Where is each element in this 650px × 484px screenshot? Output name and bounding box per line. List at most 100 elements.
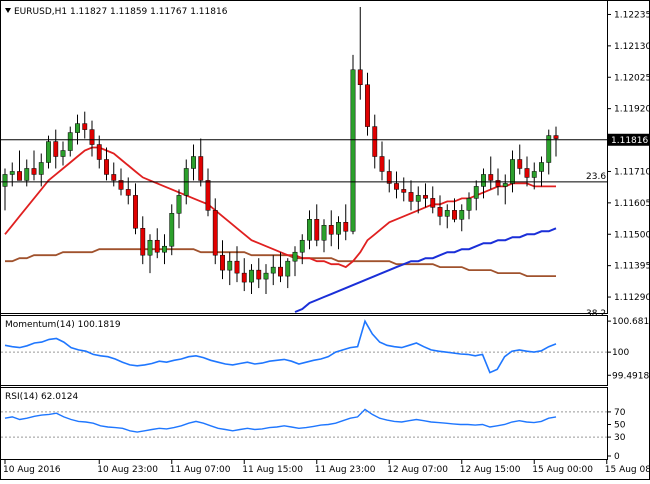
rsi-tick-label: 50 [614, 421, 626, 431]
momentum-tick-label: 100 [612, 348, 629, 358]
candle-body [112, 174, 116, 180]
price-tick-label: 1.11920 [614, 105, 650, 115]
candle-body [322, 225, 326, 240]
candle-body [293, 252, 297, 261]
candle-body [278, 267, 282, 276]
candle-body [242, 273, 246, 282]
candle-body [10, 171, 14, 174]
candle-body [141, 228, 145, 255]
candle-body [336, 222, 340, 234]
price-tick-label: 1.12130 [614, 42, 650, 52]
candle-body [46, 142, 50, 163]
momentum-title: Momentum(14) 100.1819 [5, 320, 121, 330]
candle-body [148, 240, 152, 255]
candle-body [32, 168, 36, 174]
candle-body [68, 133, 72, 151]
candle-body [554, 136, 558, 139]
time-tick-label: 10 Aug 23:00 [97, 465, 158, 475]
candle-body [394, 183, 398, 189]
candle-body [315, 219, 319, 240]
candle-body [344, 222, 348, 231]
time-tick-label: 11 Aug 23:00 [315, 465, 376, 475]
candle-body [329, 225, 333, 234]
candle-body [431, 198, 435, 207]
candle-body [539, 162, 543, 171]
candle-body [17, 171, 21, 180]
price-tick-label: 1.11710 [614, 167, 650, 177]
candle-body [532, 171, 536, 177]
time-tick-label: 12 Aug 07:00 [387, 465, 448, 475]
candle-body [460, 210, 464, 219]
candle-body [445, 210, 449, 216]
candle-body [199, 157, 203, 181]
candle-body [271, 267, 275, 273]
sma-fast-layer [5, 148, 556, 268]
fib-lower-label: 38.2 [586, 309, 606, 319]
time-tick-label: 12 Aug 15:00 [460, 465, 521, 475]
momentum-axis: 100.681610099.4918 [607, 317, 650, 381]
candle-body [264, 273, 268, 279]
rsi-levels [1, 412, 607, 437]
candle-body [351, 70, 355, 231]
rsi-tick-label: 70 [614, 408, 626, 418]
candle-body [525, 168, 529, 177]
candle-body [481, 174, 485, 186]
price-tick-label: 1.12235 [614, 10, 650, 20]
candle-body [474, 186, 478, 198]
candle-body [170, 213, 174, 246]
candle-body [83, 124, 87, 130]
candle-body [126, 189, 130, 195]
price-tick-label: 1.11500 [614, 230, 650, 240]
price-panel: 23.6 38.2 1.122351.121301.120251.119201.… [0, 1, 650, 320]
candle-body [300, 240, 304, 252]
candle-body [467, 198, 471, 210]
rsi-tick-label: 30 [614, 433, 626, 443]
candle-body [489, 174, 493, 180]
candle-body [61, 151, 65, 157]
candle-body [206, 180, 210, 210]
time-tick-label: 10 Aug 2016 [3, 465, 61, 475]
candle-body [104, 159, 108, 174]
candle-body [423, 195, 427, 198]
candle-body [228, 261, 232, 270]
sma-mid-layer [295, 228, 556, 312]
price-tick-label: 1.11290 [614, 293, 650, 303]
momentum-tick-label: 99.4918 [612, 371, 649, 381]
price-tick-label: 1.12025 [614, 73, 650, 83]
candle-body [220, 255, 224, 270]
candle-body [249, 270, 253, 282]
sma_mid-line [295, 228, 556, 312]
candle-body [191, 157, 195, 169]
candle-body [3, 174, 7, 186]
candle-body [75, 124, 79, 133]
candle-body [177, 195, 181, 213]
time-tick-label: 15 Aug 00:00 [532, 465, 593, 475]
candle-body [518, 159, 522, 168]
price-axis: 1.12235 1.12130 1.12025 1.11920 1.11710 1.116… [607, 10, 650, 303]
dropdown-triangle-icon [5, 8, 11, 13]
time-tick-label: 15 Aug 08:00 [605, 465, 650, 475]
candle-body [402, 189, 406, 192]
price-panel-frame [1, 1, 608, 314]
candle-body [452, 210, 456, 219]
current-price-tag: 1.11816 [608, 134, 650, 146]
momentum-panel: 100.681610099.4918 Momentum(14) 100.1819 [1, 316, 650, 386]
rsi-title: RSI(14) 62.0124 [5, 392, 78, 402]
candle-body [133, 195, 137, 228]
price-tick-label: 1.11605 [614, 199, 650, 209]
price-title-text: EURUSD,H1 1.11827 1.11859 1.11767 1.1181… [14, 7, 228, 17]
candle-body [503, 183, 507, 186]
current-price-tag-text: 1.11816 [611, 136, 648, 146]
sma_fast-line [5, 148, 556, 268]
candle-body [25, 168, 29, 180]
candle-body [97, 145, 101, 160]
candle-body [510, 159, 514, 183]
candle-body [155, 240, 159, 252]
candle-body [213, 210, 217, 255]
time-tick-label: 11 Aug 15:00 [242, 465, 303, 475]
candle-body [39, 162, 43, 174]
candle-body [307, 219, 311, 240]
